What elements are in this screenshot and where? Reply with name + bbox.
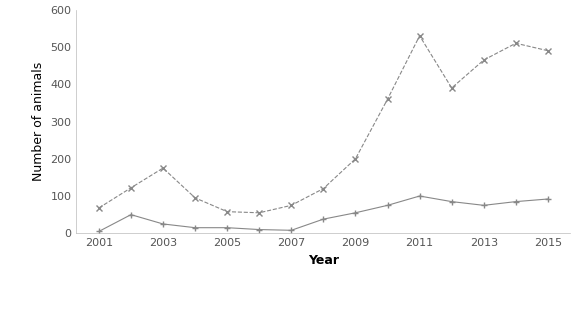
Breeding boars	[128, 213, 135, 216]
Line: Breeding boars: Breeding boars	[95, 192, 552, 235]
Breeding sows	[128, 186, 135, 190]
Breeding boars	[544, 197, 552, 201]
Breeding sows	[95, 206, 102, 210]
Breeding sows	[192, 196, 199, 200]
Line: Breeding sows: Breeding sows	[95, 32, 552, 216]
Breeding sows	[352, 157, 359, 161]
Breeding sows	[480, 58, 487, 62]
Breeding sows	[256, 211, 263, 215]
Breeding boars	[223, 226, 230, 230]
Breeding boars	[512, 200, 519, 203]
Breeding sows	[159, 166, 166, 170]
Breeding boars	[159, 222, 166, 226]
Breeding sows	[416, 34, 423, 38]
Breeding sows	[384, 97, 391, 101]
Breeding boars	[384, 203, 391, 207]
Breeding boars	[480, 203, 487, 207]
Breeding boars	[95, 229, 102, 233]
Breeding boars	[352, 211, 359, 215]
Breeding sows	[544, 49, 552, 53]
Breeding boars	[416, 194, 423, 198]
Breeding boars	[256, 227, 263, 231]
Breeding sows	[512, 41, 519, 45]
Breeding sows	[288, 203, 295, 207]
Breeding sows	[223, 210, 230, 214]
Breeding boars	[448, 200, 455, 203]
X-axis label: Year: Year	[308, 254, 339, 267]
Breeding sows	[448, 86, 455, 90]
Y-axis label: Number of animals: Number of animals	[32, 62, 45, 181]
Breeding boars	[320, 217, 327, 221]
Breeding boars	[192, 226, 199, 230]
Breeding boars	[288, 228, 295, 232]
Breeding sows	[320, 187, 327, 191]
